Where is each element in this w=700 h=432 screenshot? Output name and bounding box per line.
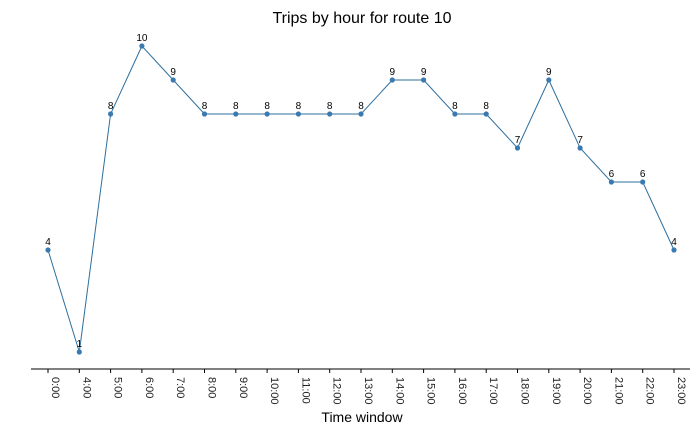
data-label: 7 (515, 135, 521, 146)
data-label: 8 (358, 101, 364, 112)
x-tick-label: 8:00 (206, 377, 218, 398)
x-tick-label: 18:00 (519, 377, 531, 405)
x-axis-label: Time window (321, 409, 403, 425)
x-tick-label: 13:00 (362, 377, 374, 405)
data-point[interactable] (76, 349, 82, 355)
x-tick-label: 23:00 (675, 377, 687, 405)
data-label: 8 (202, 101, 208, 112)
data-label: 10 (136, 33, 148, 44)
data-label: 6 (609, 169, 615, 180)
data-label: 8 (108, 101, 114, 112)
series-line (47, 45, 675, 353)
x-tick-label: 0:00 (49, 377, 61, 398)
x-tick-label: 6:00 (143, 377, 155, 398)
data-label: 9 (546, 67, 552, 78)
data-point[interactable] (389, 77, 395, 83)
x-tick-label: 19:00 (550, 377, 562, 405)
data-label: 8 (327, 101, 333, 112)
x-tick-label: 22:00 (644, 377, 656, 405)
data-label: 9 (170, 67, 176, 78)
data-point[interactable] (170, 77, 176, 83)
x-tick-label: 12:00 (331, 377, 343, 405)
data-label: 7 (577, 135, 583, 146)
data-point[interactable] (139, 43, 145, 49)
data-label: 4 (671, 237, 677, 248)
data-labels: 4 1 8 10 9 8 8 8 8 8 8 9 9 8 8 7 9 7 6 6 4 (45, 33, 677, 350)
x-tick-label: 11:00 (299, 377, 311, 404)
data-label: 1 (77, 339, 83, 350)
x-tick-label: 10:00 (268, 377, 280, 405)
data-point[interactable] (514, 145, 521, 151)
data-label: 4 (45, 237, 51, 248)
data-label: 9 (421, 67, 427, 78)
x-tick-label: 16:00 (456, 377, 468, 405)
x-tick-label: 4:00 (80, 377, 92, 398)
x-tick-label: 14:00 (393, 377, 405, 405)
data-point[interactable] (671, 247, 677, 253)
data-point[interactable] (608, 179, 615, 185)
data-label: 6 (640, 169, 646, 180)
x-ticks (47, 369, 675, 373)
x-tick-label: 21:00 (612, 377, 624, 405)
data-point[interactable] (327, 111, 333, 117)
data-point[interactable] (264, 111, 270, 117)
data-label: 8 (483, 101, 489, 112)
data-point[interactable] (201, 111, 208, 117)
data-points (45, 43, 677, 355)
data-point[interactable] (640, 179, 646, 185)
data-point[interactable] (483, 111, 489, 117)
data-point[interactable] (421, 77, 427, 83)
x-tick-labels: 0:00 4:00 5:00 6:00 7:00 8:00 9:00 10:00 11:00 12… (49, 377, 687, 405)
chart-title: Trips by hour for route 10 (272, 10, 451, 27)
data-label: 8 (233, 101, 239, 112)
data-label: 9 (390, 67, 396, 78)
data-point[interactable] (577, 145, 583, 151)
x-tick-label: 20:00 (581, 377, 593, 405)
data-point[interactable] (358, 111, 364, 117)
data-label: 8 (452, 101, 458, 112)
data-point[interactable] (295, 111, 301, 117)
data-point[interactable] (452, 111, 458, 117)
data-point[interactable] (546, 77, 552, 83)
x-tick-label: 15:00 (425, 377, 437, 405)
data-point[interactable] (45, 247, 51, 253)
x-tick-label: 9:00 (237, 377, 249, 398)
x-tick-label: 17:00 (487, 377, 499, 405)
data-label: 8 (264, 101, 270, 112)
data-point[interactable] (233, 111, 239, 117)
x-tick-label: 5:00 (112, 377, 124, 398)
x-tick-label: 7:00 (174, 377, 186, 398)
data-label: 8 (296, 101, 302, 112)
data-point[interactable] (108, 111, 114, 117)
